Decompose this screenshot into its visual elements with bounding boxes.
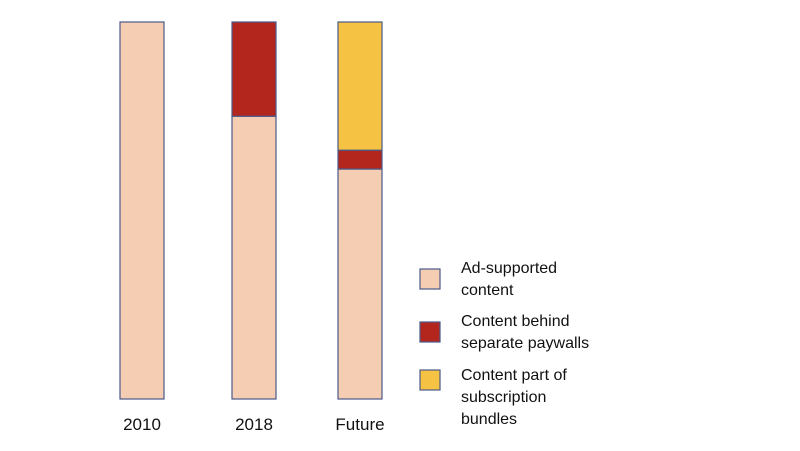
bar-segment-future-content-part-of-subscription-bundles	[337, 21, 383, 151]
legend-label-content-behind-separate-paywalls-line-2: separate paywalls	[461, 335, 589, 352]
legend-label-ad-supported-content-line-1: Ad-supported	[461, 260, 557, 277]
category-label-future: Future	[335, 415, 384, 434]
legend-swatch-content-behind-separate-paywalls	[419, 321, 441, 343]
legend-item-content-behind-separate-paywalls: Content behind separate paywalls	[419, 313, 589, 352]
bar-segment-future-ad-supported-content	[337, 168, 383, 400]
legend-item-ad-supported-content: Ad-supported content	[419, 260, 557, 299]
legend-swatch-ad-supported-content	[419, 268, 441, 290]
legend-label-content-part-of-subscription-bundles-line-1: Content part of	[461, 367, 567, 384]
legend-label-content-part-of-subscription-bundles-line-3: bundles	[461, 411, 517, 428]
legend-swatch-content-part-of-subscription-bundles	[419, 369, 441, 391]
category-labels: 2010 2018 Future	[123, 415, 384, 434]
bar-segment-2018-content-behind-separate-paywalls	[231, 21, 277, 117]
category-label-2010: 2010	[123, 415, 161, 434]
legend-label-ad-supported-content-line-2: content	[461, 282, 514, 299]
bar-segment-2010-ad-supported-content	[119, 21, 165, 400]
legend-label-content-behind-separate-paywalls-line-1: Content behind	[461, 313, 570, 330]
legend: Ad-supported content Content behind separat…	[419, 260, 589, 428]
legend-item-content-part-of-subscription-bundles: Content part of subscription bundles	[419, 367, 567, 428]
bars-layer	[119, 21, 383, 400]
legend-label-content-part-of-subscription-bundles-line-2: subscription	[461, 389, 546, 406]
category-label-2018: 2018	[235, 415, 273, 434]
bar-segment-future-content-behind-separate-paywalls	[337, 149, 383, 170]
bar-segment-2018-ad-supported-content	[231, 115, 277, 400]
